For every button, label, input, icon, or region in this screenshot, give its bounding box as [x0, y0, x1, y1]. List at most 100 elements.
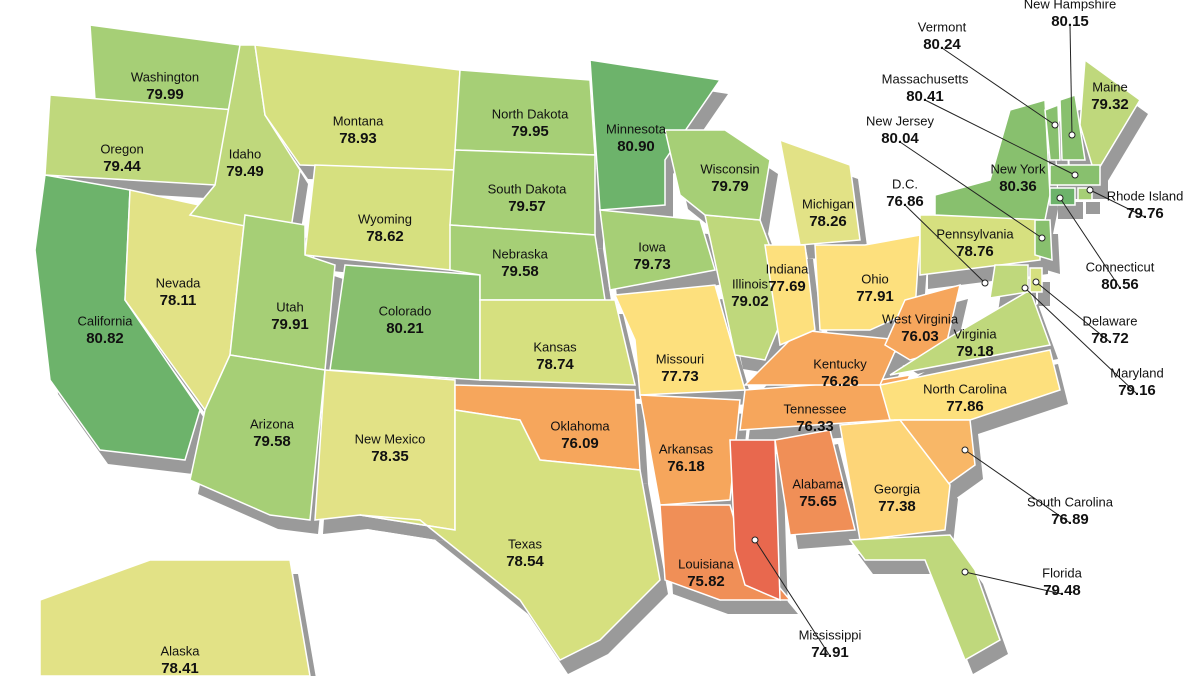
state-name: Colorado — [379, 303, 432, 318]
state-name: Idaho — [229, 146, 262, 161]
callout-line — [754, 539, 831, 657]
state-value: 79.95 — [511, 123, 549, 140]
state-name: Virginia — [953, 326, 997, 341]
state-value: 80.21 — [386, 320, 424, 337]
state-value: 79.57 — [508, 198, 546, 215]
state-shape — [639, 394, 741, 506]
state-shape — [934, 99, 1051, 221]
state-name: Georgia — [874, 481, 921, 496]
state-shape — [589, 59, 722, 211]
state-value: 78.54 — [506, 553, 544, 570]
callout-dot — [961, 568, 969, 576]
state-value: 80.24 — [923, 36, 961, 53]
state-name: South Dakota — [488, 181, 568, 196]
state-shape — [889, 288, 1052, 376]
state-shape — [879, 349, 1061, 421]
state-value: 80.90 — [617, 138, 655, 155]
state-value: 79.18 — [956, 343, 994, 360]
state-name: West Virginia — [882, 311, 959, 326]
callout-dot — [1056, 194, 1064, 202]
state-value: 80.41 — [906, 88, 944, 105]
state-value: 78.26 — [809, 213, 847, 230]
state-name: Tennessee — [784, 401, 847, 416]
callout-line — [1069, 24, 1073, 136]
state-name: Oregon — [100, 141, 143, 156]
state-name: Massachusetts — [882, 71, 969, 86]
state-name: Connecticut — [1086, 259, 1155, 274]
state-value: 79.48 — [1043, 582, 1081, 599]
state-name: California — [78, 313, 134, 328]
state-name: Arkansas — [659, 441, 714, 456]
state-value: 77.91 — [856, 288, 894, 305]
state-shape — [779, 138, 861, 246]
callout-line — [924, 99, 1076, 176]
callout-dot — [1021, 284, 1029, 292]
callout-line — [1059, 197, 1121, 289]
callout-dot — [1032, 278, 1040, 286]
state-value: 79.58 — [253, 433, 291, 450]
state-value: 78.72 — [1091, 330, 1129, 347]
state-name: Montana — [333, 113, 384, 128]
state-shape — [613, 284, 746, 396]
state-name: Oklahoma — [550, 418, 610, 433]
state-name: Arizona — [250, 416, 295, 431]
state-name: Mississippi — [799, 627, 862, 642]
state-shape — [479, 299, 636, 386]
callout-line — [1089, 189, 1146, 218]
state-name: Alabama — [792, 476, 844, 491]
state-value: 80.04 — [881, 130, 919, 147]
state-value: 77.38 — [878, 498, 916, 515]
state-shape — [1044, 103, 1061, 161]
state-value: 79.91 — [271, 316, 309, 333]
state-name: Indiana — [766, 261, 809, 276]
state-extrusion — [1058, 202, 1083, 219]
state-name: New York — [991, 161, 1046, 176]
state-shape — [359, 409, 661, 661]
state-value: 79.02 — [731, 293, 769, 310]
callout-line — [1035, 281, 1111, 343]
state-value: 80.15 — [1051, 13, 1089, 30]
state-name: Ohio — [861, 271, 888, 286]
state-shape — [664, 129, 771, 221]
callout-dot — [1068, 131, 1076, 139]
state-name: Missouri — [656, 351, 705, 366]
state-shape — [764, 244, 816, 347]
state-value: 80.56 — [1101, 276, 1139, 293]
state-name: Rhode Island — [1107, 188, 1184, 203]
state-name: Alaska — [160, 643, 200, 658]
state-value: 79.32 — [1091, 96, 1129, 113]
state-value: 78.62 — [366, 228, 404, 245]
state-value: 78.35 — [371, 448, 409, 465]
state-value: 78.76 — [956, 243, 994, 260]
state-value: 76.26 — [821, 373, 859, 390]
state-name: Nebraska — [492, 246, 548, 261]
state-value: 77.86 — [946, 398, 984, 415]
state-value: 77.73 — [661, 368, 699, 385]
state-shape — [848, 534, 1001, 662]
state-name: Washington — [131, 69, 199, 84]
state-shape — [599, 209, 716, 291]
state-name: New Mexico — [355, 431, 426, 446]
callout-dot — [751, 536, 759, 544]
callout-line — [899, 141, 1043, 239]
state-value: 75.82 — [687, 573, 725, 590]
state-name: D.C. — [892, 176, 918, 191]
state-value: 76.09 — [561, 435, 599, 452]
state-name: New Jersey — [866, 113, 934, 128]
state-shape — [989, 264, 1029, 299]
callout-dot — [1038, 234, 1046, 242]
state-value: 79.79 — [711, 178, 749, 195]
callout-dot — [961, 446, 969, 454]
state-value: 76.89 — [1051, 511, 1089, 528]
state-name: North Dakota — [492, 106, 569, 121]
state-value: 79.16 — [1118, 382, 1156, 399]
callout-line — [964, 449, 1071, 524]
callout-dot — [1071, 171, 1079, 179]
state-name: Maine — [1092, 79, 1127, 94]
state-name: Delaware — [1083, 313, 1138, 328]
state-extrusion — [1086, 202, 1100, 214]
state-value: 77.69 — [768, 278, 806, 295]
state-name: Nevada — [156, 275, 202, 290]
